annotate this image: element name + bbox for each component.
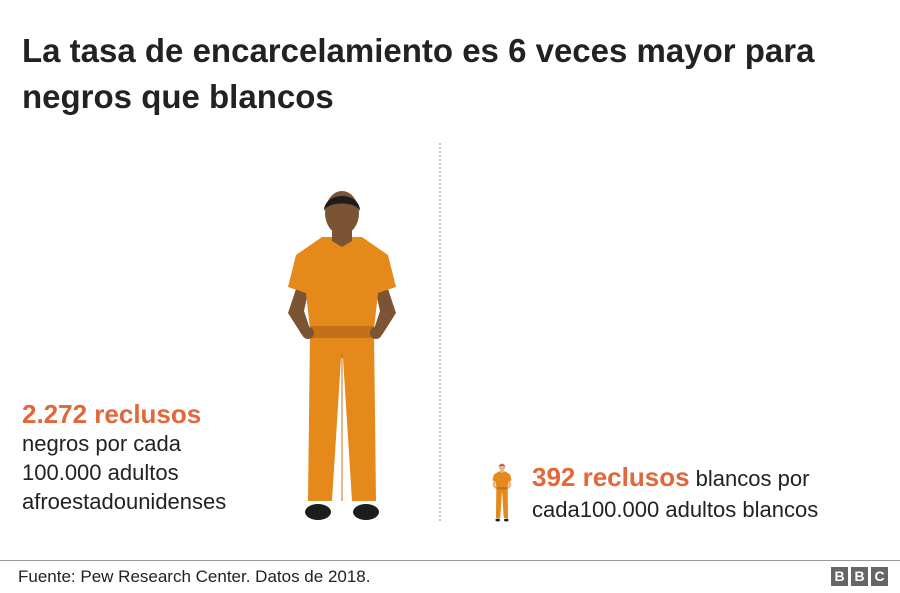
footer-divider: [0, 560, 900, 561]
figure-hair: [324, 196, 360, 211]
figure-trousers: [308, 333, 376, 501]
black-rate-label: 2.272 reclusos negros por cada 100.000 a…: [22, 400, 292, 516]
figure-hand-left: [302, 327, 314, 339]
white-rate-value: 392 reclusos: [532, 462, 690, 492]
white-rate-label: 392 reclusos blancos por cada100.000 adu…: [532, 462, 892, 525]
bbc-logo: B B C: [831, 567, 888, 586]
bbc-logo-letter: B: [831, 567, 848, 586]
bbc-logo-letter: B: [851, 567, 868, 586]
divider: [439, 143, 441, 521]
bbc-logo-letter: C: [871, 567, 888, 586]
figure-shoe-left: [305, 504, 331, 520]
chart-title: La tasa de encarcelamiento es 6 veces ma…: [22, 32, 815, 115]
black-rate-text-3: afroestadounidenses: [22, 489, 227, 514]
source-note: Fuente: Pew Research Center. Datos de 20…: [18, 567, 371, 586]
figure-belt: [310, 326, 374, 338]
black-rate-value: 2.272 reclusos: [22, 399, 202, 429]
prisoner-figure-white: [492, 463, 512, 522]
prisoner-figure-black: [288, 191, 396, 520]
figure-arm-right: [374, 283, 396, 335]
black-rate-text-1: negros por cada: [22, 431, 181, 456]
figure-shoe-right: [353, 504, 379, 520]
black-rate-text-2: 100.000 adultos: [22, 460, 179, 485]
figure-arm-left: [288, 283, 310, 335]
figure-shirt: [288, 237, 396, 329]
figure-hand-right: [370, 327, 382, 339]
white-rate-text: blancos por cada100.000 adultos blancos: [532, 466, 819, 522]
